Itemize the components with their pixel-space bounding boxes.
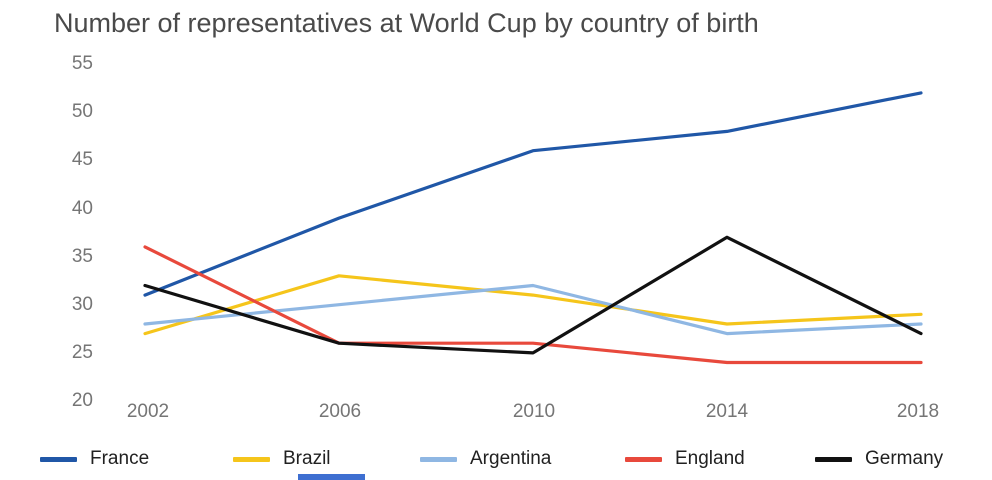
y-tick: 50 <box>71 101 93 122</box>
legend-label: Germany <box>865 448 944 469</box>
y-tick: 20 <box>71 390 93 411</box>
legend-label: Argentina <box>470 448 552 469</box>
series-line-brazil <box>143 274 923 336</box>
horizontal-scrollbar-thumb[interactable] <box>298 474 365 480</box>
x-tick: 2006 <box>318 401 362 422</box>
legend-item-germany[interactable]: Germany <box>815 446 943 472</box>
legend-label: Brazil <box>283 448 331 469</box>
x-tick: 2010 <box>512 401 556 422</box>
argentina-line-swatch <box>420 456 457 462</box>
y-tick: 45 <box>71 149 93 170</box>
series-line-england <box>143 245 923 365</box>
series-line-argentina <box>143 283 923 336</box>
y-tick: 35 <box>71 246 93 267</box>
y-tick: 25 <box>71 342 93 363</box>
legend-item-brazil[interactable]: Brazil <box>233 446 331 472</box>
y-tick: 40 <box>71 198 93 219</box>
series-line-france <box>143 91 923 297</box>
x-tick: 2014 <box>705 401 749 422</box>
series-line-germany <box>143 235 923 355</box>
y-tick: 55 <box>71 53 93 74</box>
chart-title: Number of representatives at World Cup b… <box>54 8 759 38</box>
y-tick: 30 <box>71 294 93 315</box>
x-tick: 2002 <box>126 401 170 422</box>
legend-item-argentina[interactable]: Argentina <box>420 446 551 472</box>
england-line-swatch <box>625 456 662 462</box>
legend-label: England <box>675 448 745 469</box>
x-tick: 2018 <box>896 401 940 422</box>
brazil-line-swatch <box>233 456 270 462</box>
legend-item-england[interactable]: England <box>625 446 745 472</box>
legend-item-france[interactable]: France <box>40 446 149 472</box>
legend-label: France <box>90 448 150 469</box>
france-line-swatch <box>40 456 77 462</box>
germany-line-swatch <box>815 456 852 462</box>
